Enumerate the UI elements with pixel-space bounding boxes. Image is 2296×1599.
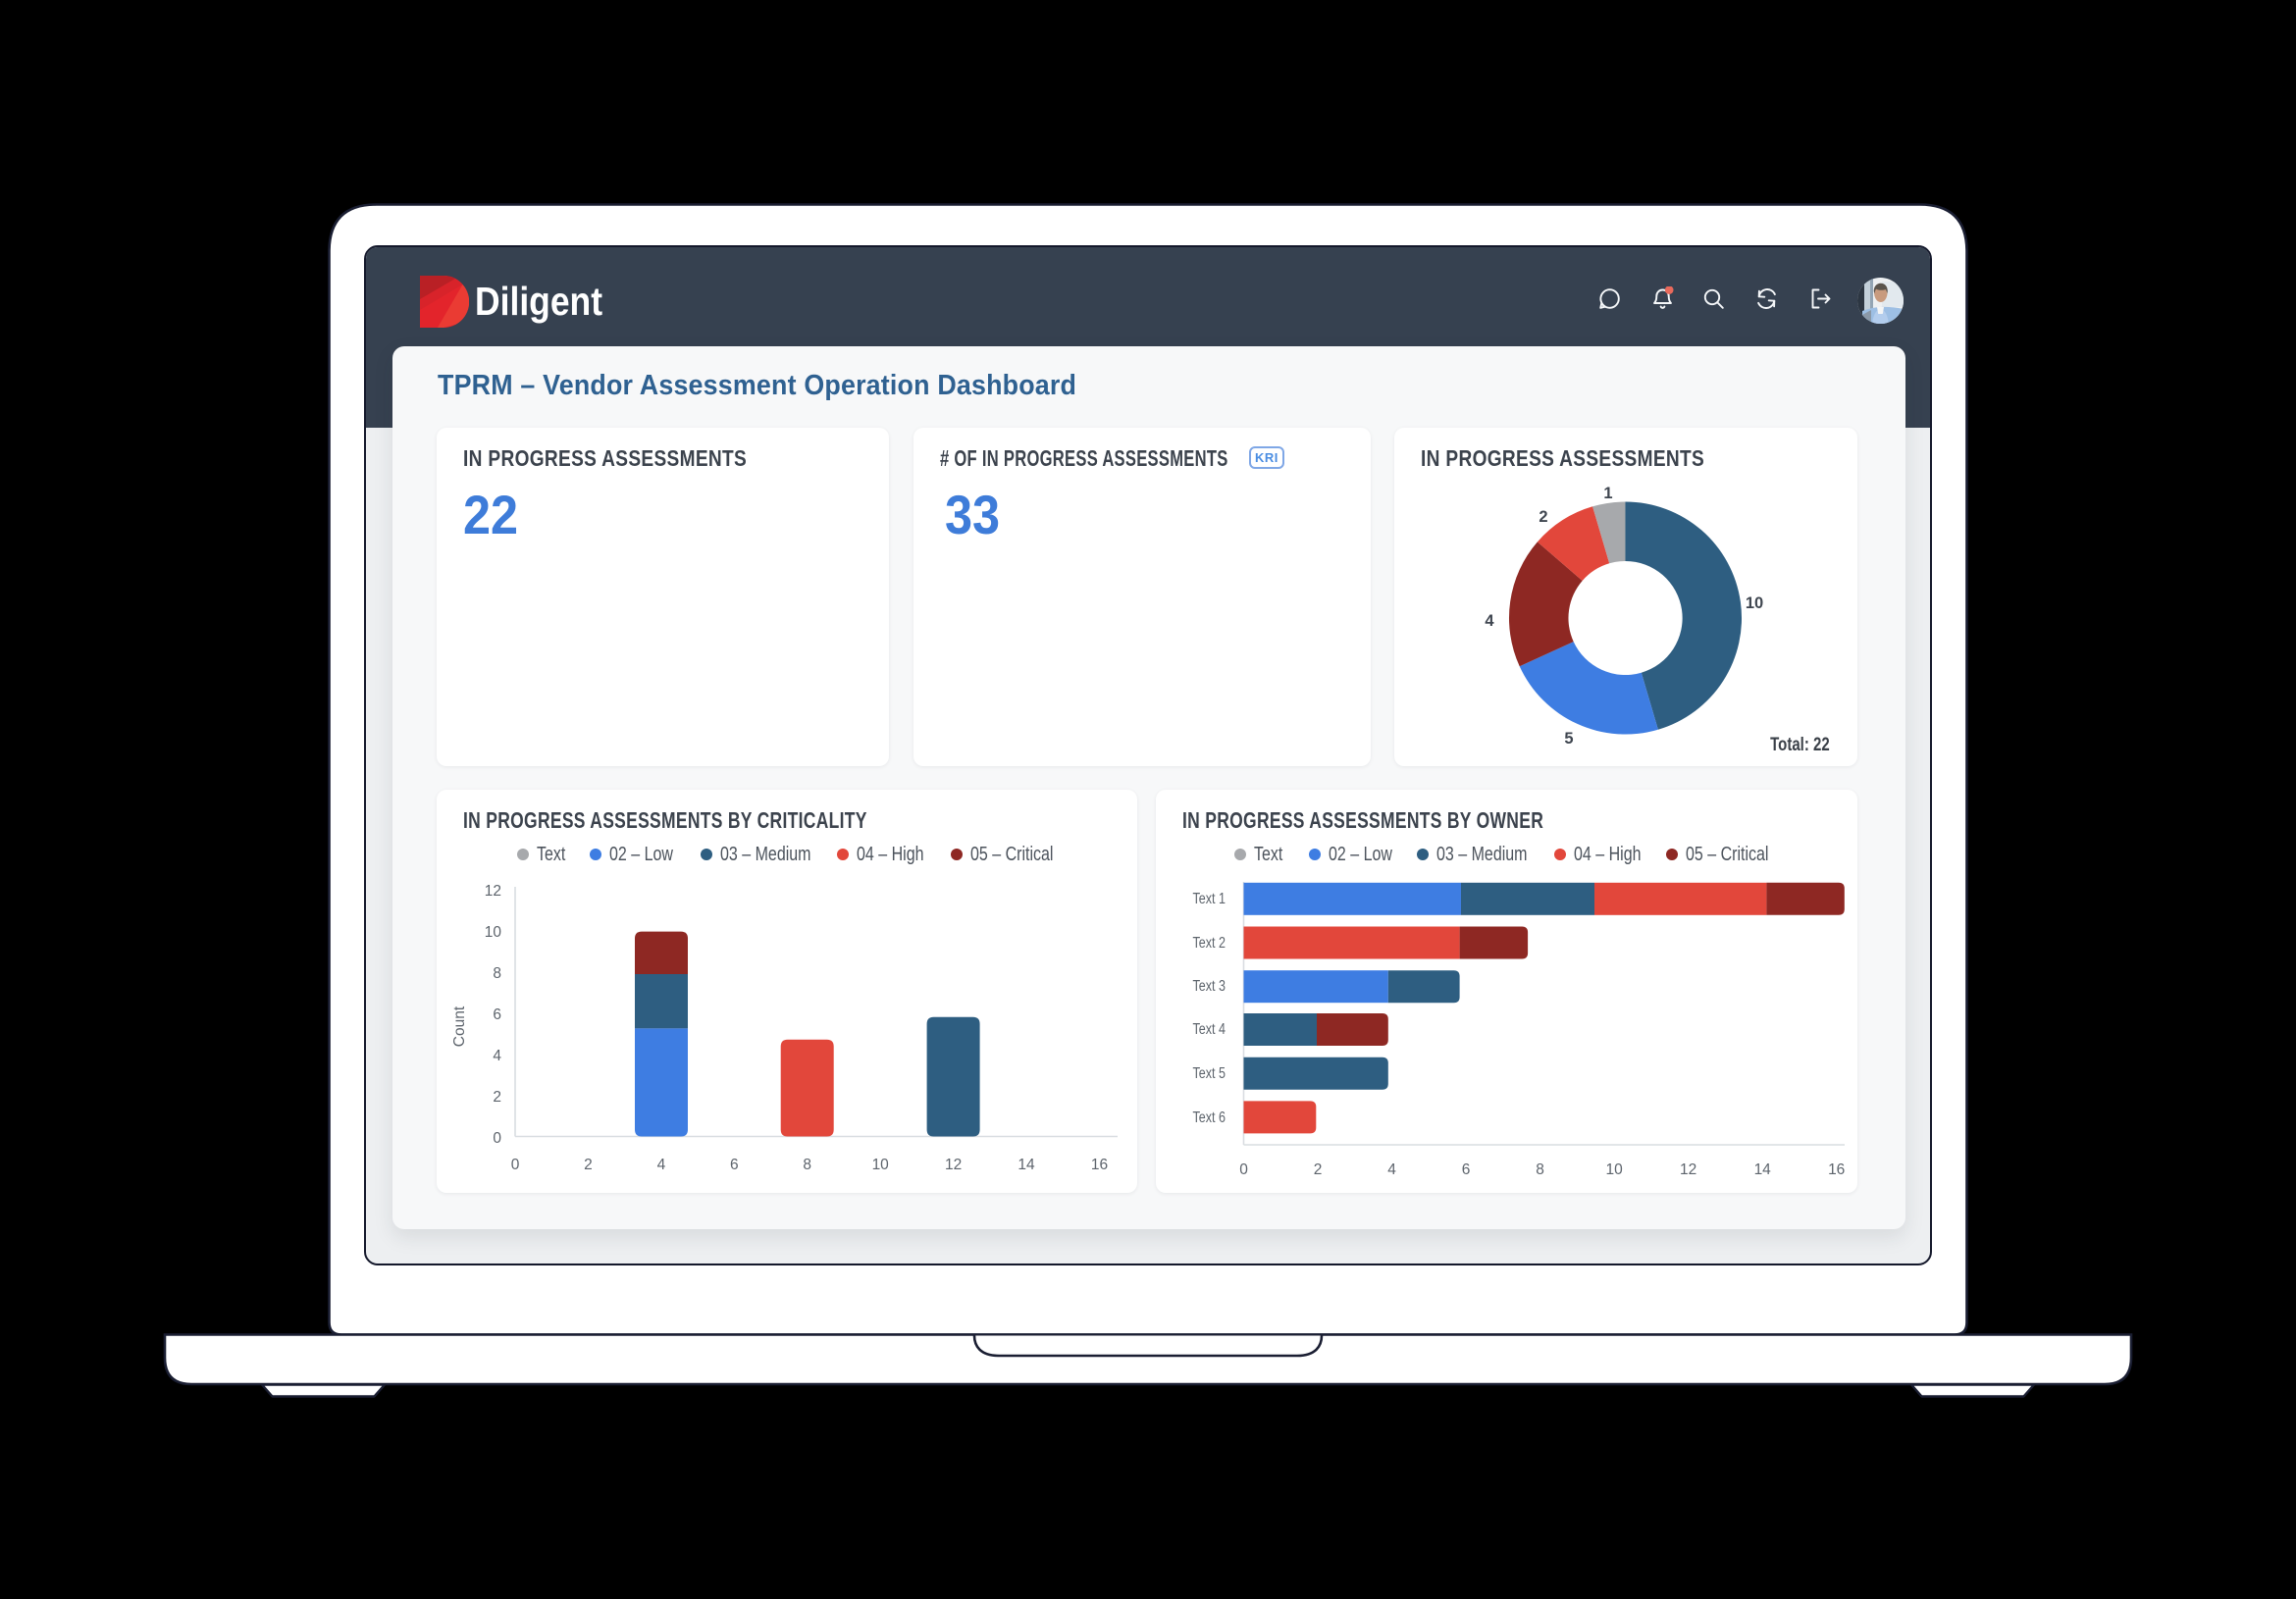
svg-text:12: 12 — [945, 1157, 962, 1173]
svg-text:8: 8 — [493, 965, 501, 982]
svg-text:4: 4 — [657, 1157, 666, 1173]
svg-text:8: 8 — [1536, 1161, 1544, 1178]
svg-text:Text 3: Text 3 — [1193, 978, 1226, 995]
svg-text:2: 2 — [1314, 1161, 1323, 1178]
svg-text:5: 5 — [1564, 730, 1573, 748]
svg-text:10: 10 — [1746, 594, 1763, 612]
svg-text:4: 4 — [1485, 612, 1494, 630]
svg-text:14: 14 — [1018, 1157, 1035, 1173]
svg-text:Text 1: Text 1 — [1193, 891, 1226, 907]
svg-text:10: 10 — [485, 924, 502, 941]
svg-text:6: 6 — [1462, 1161, 1471, 1178]
svg-text:Count: Count — [451, 1006, 468, 1047]
svg-text:Text 2: Text 2 — [1193, 935, 1226, 952]
svg-text:8: 8 — [803, 1157, 811, 1173]
svg-text:16: 16 — [1091, 1157, 1108, 1173]
svg-text:0: 0 — [511, 1157, 520, 1173]
svg-text:0: 0 — [1239, 1161, 1248, 1178]
svg-text:2: 2 — [493, 1089, 501, 1106]
svg-text:4: 4 — [493, 1048, 501, 1064]
svg-text:16: 16 — [1828, 1161, 1845, 1178]
svg-text:0: 0 — [493, 1130, 501, 1147]
svg-text:6: 6 — [730, 1157, 739, 1173]
svg-text:Text 6: Text 6 — [1193, 1109, 1226, 1126]
svg-text:12: 12 — [1680, 1161, 1696, 1178]
svg-text:10: 10 — [872, 1157, 890, 1173]
svg-text:2: 2 — [1539, 508, 1547, 526]
svg-text:1: 1 — [1603, 485, 1612, 502]
svg-text:6: 6 — [493, 1006, 501, 1023]
svg-text:10: 10 — [1605, 1161, 1623, 1178]
svg-text:4: 4 — [1387, 1161, 1396, 1178]
svg-text:2: 2 — [584, 1157, 593, 1173]
svg-text:12: 12 — [485, 883, 501, 900]
svg-text:14: 14 — [1754, 1161, 1772, 1178]
svg-text:Text 4: Text 4 — [1193, 1021, 1226, 1038]
svg-text:Text 5: Text 5 — [1193, 1065, 1226, 1082]
